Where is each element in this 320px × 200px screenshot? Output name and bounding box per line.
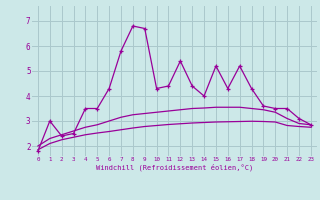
X-axis label: Windchill (Refroidissement éolien,°C): Windchill (Refroidissement éolien,°C) [96, 164, 253, 171]
